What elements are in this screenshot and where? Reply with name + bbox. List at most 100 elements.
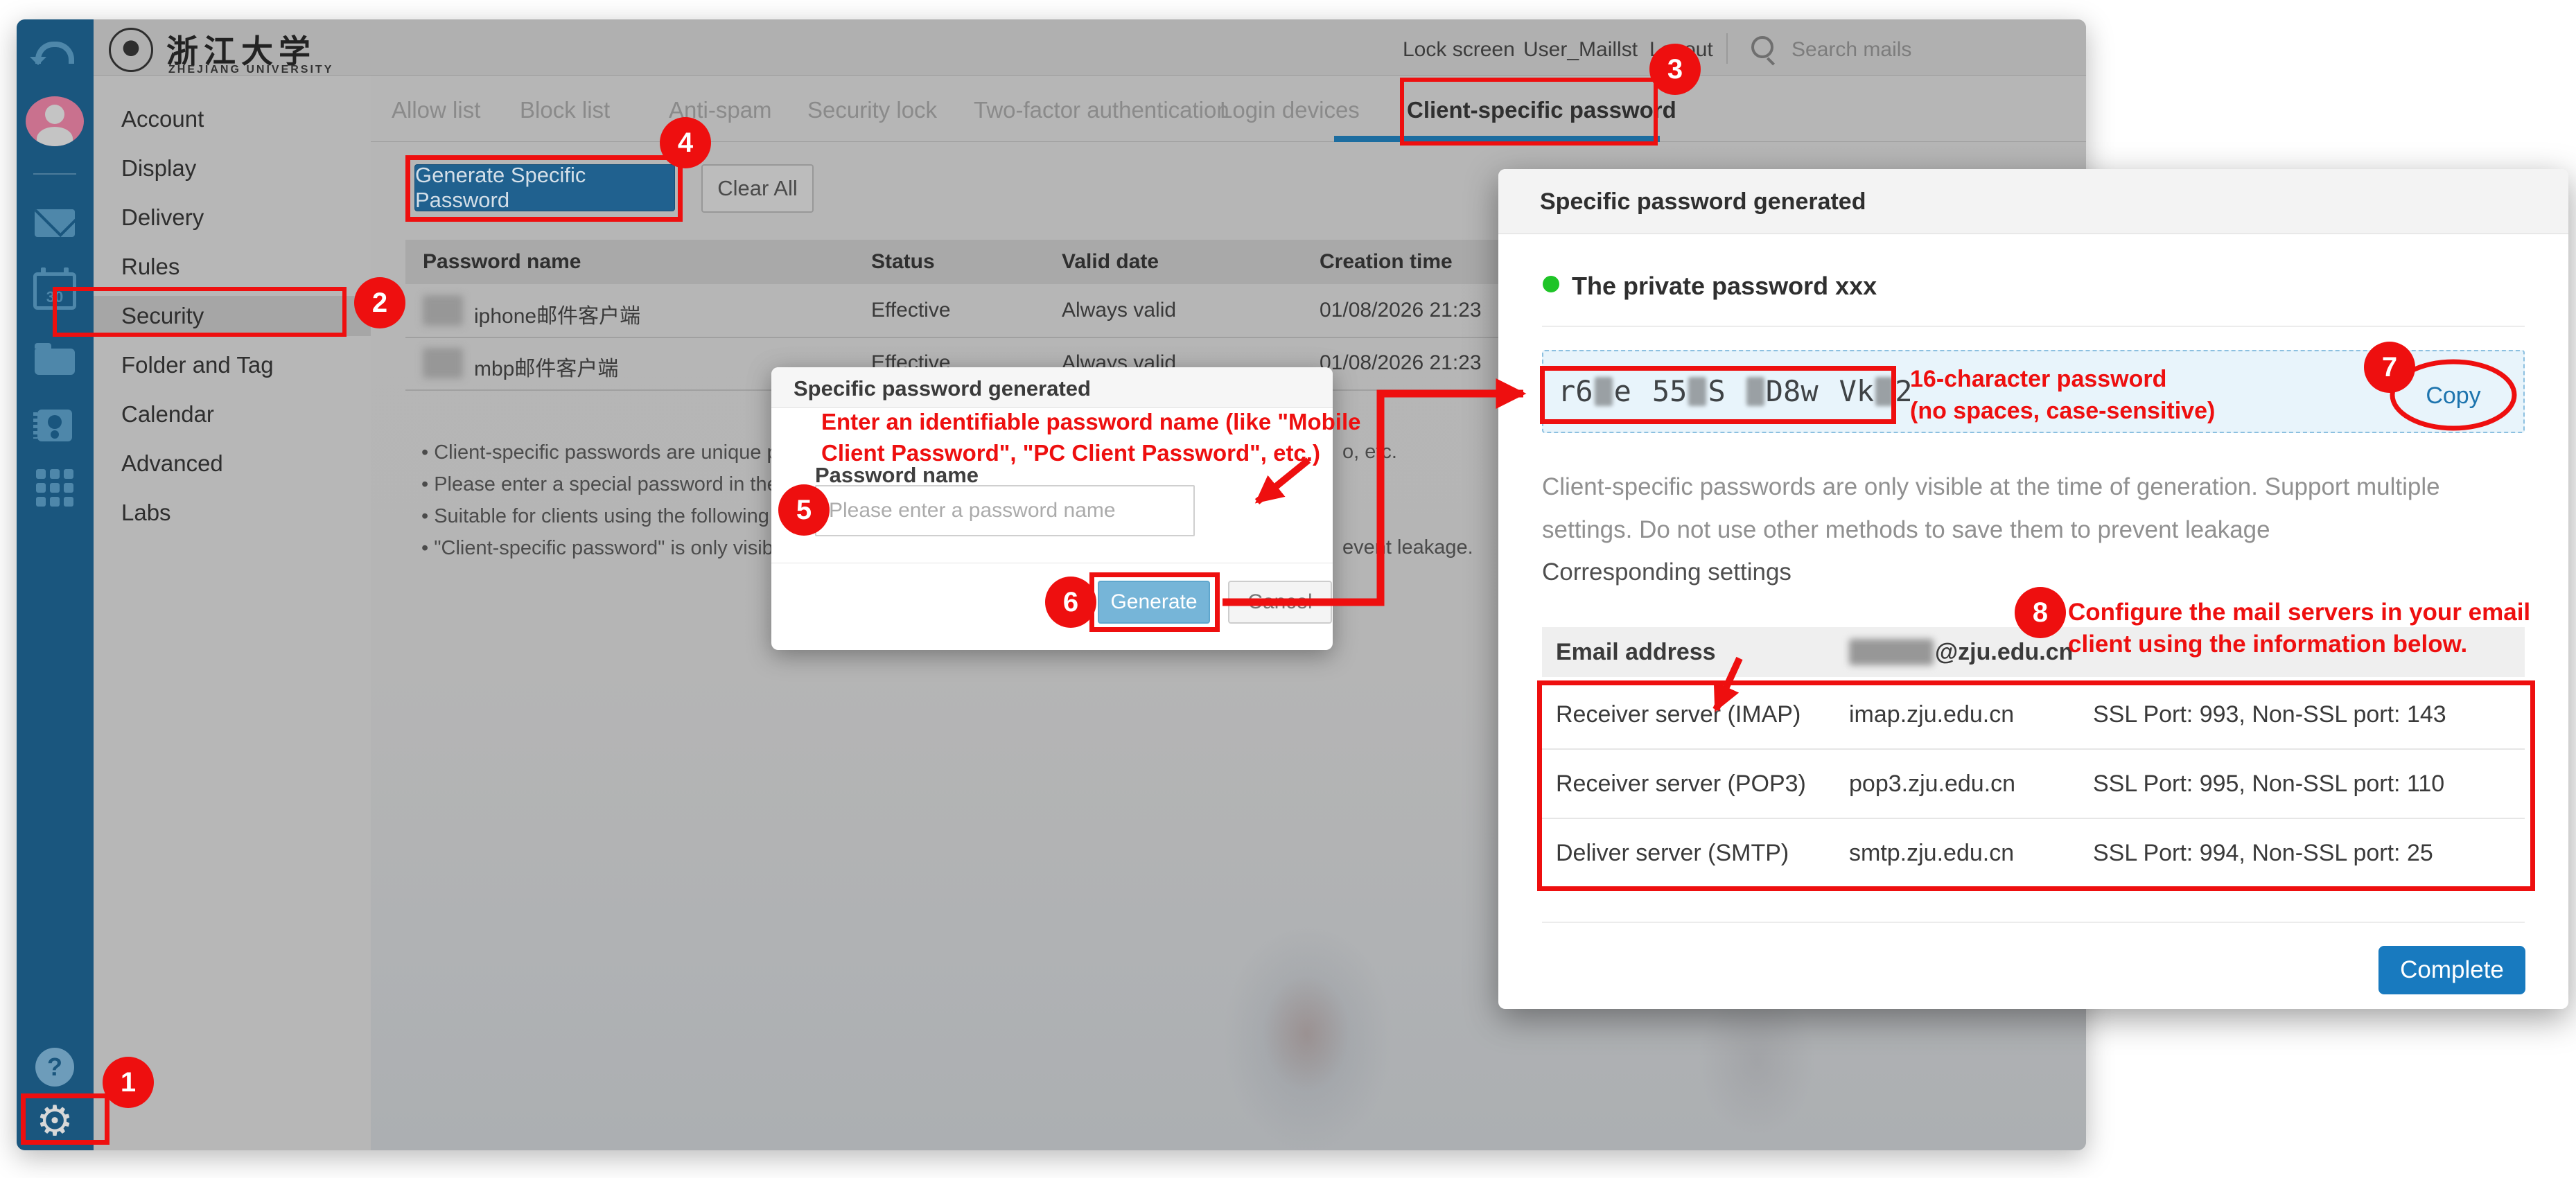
step-badge-6: 6 xyxy=(1045,577,1096,628)
search-icon[interactable] xyxy=(1751,36,1773,58)
col-password-name: Password name xyxy=(423,250,581,273)
copy-button[interactable]: Copy xyxy=(2426,383,2481,409)
top-bar xyxy=(94,19,2086,76)
rail-divider xyxy=(33,173,76,175)
row-divider xyxy=(405,337,1767,338)
tab-two-factor-authentication[interactable]: Two-factor authentication xyxy=(974,97,1229,123)
back-icon[interactable] xyxy=(30,30,77,75)
bullet-tail-fragment: o, etc. xyxy=(1342,441,1397,463)
redacted-char xyxy=(1875,376,1894,406)
panel-info-text: Client-specific passwords are only visib… xyxy=(1542,473,2440,543)
bullet-tail-fragment: event leakage. xyxy=(1342,536,1473,559)
email-domain: @zju.edu.cn xyxy=(1935,639,2074,665)
mail-icon[interactable] xyxy=(33,201,77,245)
redacted-prefix xyxy=(423,295,463,326)
avatar[interactable] xyxy=(26,96,84,146)
pw-seg: e xyxy=(1613,374,1631,408)
annotation-text-servers-line2: client using the information below. xyxy=(2068,631,2468,658)
complete-button[interactable]: Complete xyxy=(2378,946,2525,994)
step-badge-1: 1 xyxy=(103,1057,154,1108)
sidebar-item-rules[interactable]: Rules xyxy=(121,254,180,279)
pw-seg: D8w xyxy=(1765,374,1819,408)
tab-block-list[interactable]: Block list xyxy=(520,97,611,123)
annotation-text-modal-line2: Client Password", "PC Client Password", … xyxy=(821,440,1320,466)
generate-specific-password-button[interactable]: Generate Specific Password xyxy=(414,163,675,212)
pw-seg: 55 xyxy=(1651,374,1688,408)
password-name-input[interactable] xyxy=(815,485,1195,536)
tab-login-devices[interactable]: Login devices xyxy=(1220,97,1360,123)
tabs-bottom-border xyxy=(371,141,2086,142)
step-badge-7: 7 xyxy=(2364,342,2415,393)
server-row-ports: SSL Port: 995, Non-SSL port: 110 xyxy=(2093,771,2445,797)
server-row-host: imap.zju.edu.cn xyxy=(1849,701,2015,728)
generated-password-value: r6 e 55 S D8w Vk 2 xyxy=(1558,374,1912,408)
col-valid-date: Valid date xyxy=(1062,250,1159,273)
server-row-label: Receiver server (IMAP) xyxy=(1556,701,1801,728)
pw-seg: Vk xyxy=(1839,374,1875,408)
brand-name-cn: 浙江大学 xyxy=(166,33,316,70)
sidebar-item-folder-and-tag[interactable]: Folder and Tag xyxy=(121,352,274,378)
annotation-text-modal-line1: Enter an identifiable password name (lik… xyxy=(821,409,1361,434)
left-icon-rail xyxy=(17,19,94,1150)
step-badge-4: 4 xyxy=(660,117,711,168)
annotation-box-generate-button xyxy=(405,155,683,222)
sidebar-item-delivery[interactable]: Delivery xyxy=(121,204,204,230)
annotation-box-password xyxy=(1540,366,1896,424)
annotation-box-servers xyxy=(1537,680,2535,891)
server-row-label: Receiver server (POP3) xyxy=(1556,771,1806,797)
annotation-box-tab xyxy=(1400,78,1658,146)
server-row-ports: SSL Port: 993, Non-SSL port: 143 xyxy=(2093,701,2446,728)
redacted-prefix xyxy=(423,348,463,378)
sidebar-item-account[interactable]: Account xyxy=(121,106,204,132)
modal-title: Specific password generated xyxy=(794,376,1091,401)
success-dot-icon xyxy=(1543,276,1559,292)
step-badge-3: 3 xyxy=(1649,44,1701,95)
contacts-icon[interactable] xyxy=(33,403,77,448)
lock-screen-link[interactable]: Lock screen xyxy=(1403,38,1515,61)
server-row-divider xyxy=(1542,818,2525,819)
step-badge-5: 5 xyxy=(778,484,830,536)
annotation-box-modal-generate xyxy=(1089,572,1220,632)
annotation-text-servers-line1: Configure the mail servers in your email xyxy=(2068,599,2531,626)
help-icon[interactable]: ? xyxy=(33,1045,77,1089)
table-row-created: 01/08/2026 21:23 xyxy=(1320,351,1482,374)
pw-seg: r6 xyxy=(1558,374,1593,408)
server-row-label: Deliver server (SMTP) xyxy=(1556,840,1789,866)
clear-all-button[interactable]: Clear All xyxy=(701,164,814,213)
apps-grid-icon[interactable] xyxy=(33,466,77,510)
gear-icon[interactable]: ⚙ xyxy=(36,1098,73,1144)
tab-client-specific-password[interactable]: Client-specific password xyxy=(1407,97,1676,123)
table-row-name: mbp邮件客户端 xyxy=(474,358,619,380)
annotation-text-password-line1: 16-character password xyxy=(1910,366,2167,392)
sidebar-item-display[interactable]: Display xyxy=(121,155,197,181)
user-menu-link[interactable]: User_Maillst xyxy=(1523,38,1638,61)
panel-divider xyxy=(1542,326,2525,327)
tab-allow-list[interactable]: Allow list xyxy=(392,97,481,123)
redacted-char xyxy=(1594,376,1613,406)
university-seal-logo xyxy=(109,28,153,72)
search-input[interactable]: Search mails xyxy=(1791,38,1912,61)
tab-security-lock[interactable]: Security lock xyxy=(807,97,938,123)
sidebar-item-labs[interactable]: Labs xyxy=(121,500,171,525)
server-row-host: smtp.zju.edu.cn xyxy=(1849,840,2015,866)
modal-cancel-button[interactable]: Cancel xyxy=(1228,581,1332,624)
topbar-divider xyxy=(1726,33,1728,64)
server-row-divider xyxy=(1542,748,2525,750)
step-badge-8: 8 xyxy=(2015,587,2066,638)
step-badge-2: 2 xyxy=(354,277,405,328)
active-tab-underline xyxy=(1334,136,1660,142)
server-row-ports: SSL Port: 994, Non-SSL port: 25 xyxy=(2093,840,2433,866)
redacted-email-user xyxy=(1849,639,1934,665)
pw-seg: 2 xyxy=(1895,374,1913,408)
panel-divider xyxy=(1542,922,2525,923)
modal-generate-button[interactable]: Generate xyxy=(1098,581,1210,624)
col-creation-time: Creation time xyxy=(1320,250,1453,273)
sidebar-item-security[interactable]: Security xyxy=(121,303,204,328)
folder-icon[interactable] xyxy=(33,340,77,384)
sidebar-item-calendar[interactable]: Calendar xyxy=(121,401,214,427)
settings-sidebar xyxy=(94,76,371,1150)
sidebar-item-advanced[interactable]: Advanced xyxy=(121,450,223,476)
redacted-char xyxy=(1746,376,1764,406)
brand-name-en: ZHEJIANG UNIVERSITY xyxy=(168,64,334,76)
